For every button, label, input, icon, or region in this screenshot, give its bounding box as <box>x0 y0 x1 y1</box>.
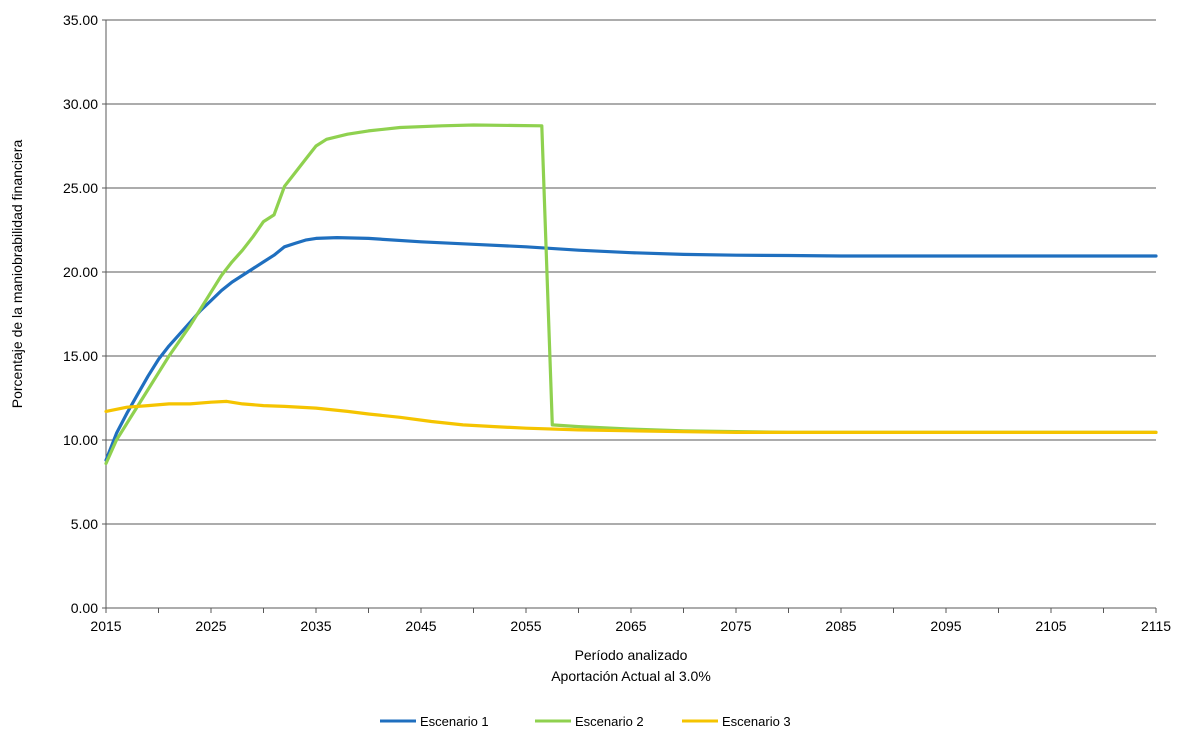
legend-label-escenario-2: Escenario 2 <box>575 714 644 729</box>
x-axis-subtitle: Aportación Actual al 3.0% <box>551 668 711 684</box>
legend-label-escenario-3: Escenario 3 <box>722 714 791 729</box>
x-tick-label-3: 2045 <box>405 618 436 634</box>
y-tick-label-3: 15.00 <box>63 348 98 364</box>
x-tick-label-5: 2065 <box>615 618 646 634</box>
legend: Escenario 1 Escenario 2 Escenario 3 <box>380 714 791 729</box>
label-layer: 0.00 5.00 10.00 15.00 20.00 25.00 30.00 35.00 20… <box>63 12 1171 634</box>
x-tick-label-6: 2075 <box>720 618 751 634</box>
y-tick-label-0: 0.00 <box>71 600 98 616</box>
x-tick-label-0: 2015 <box>90 618 121 634</box>
x-tick-label-1: 2025 <box>195 618 226 634</box>
legend-label-escenario-1: Escenario 1 <box>420 714 489 729</box>
series-line-escenario-1 <box>104 236 1158 462</box>
y-tick-label-1: 5.00 <box>71 516 98 532</box>
series-line-escenario-2 <box>104 123 1158 466</box>
grid-layer <box>106 19 1156 525</box>
axis-layer <box>102 19 1157 613</box>
x-tick-label-10: 2115 <box>1141 618 1171 634</box>
y-tick-label-2: 10.00 <box>63 432 98 448</box>
series-layer <box>104 123 1158 466</box>
y-tick-label-7: 35.00 <box>63 12 98 28</box>
x-tick-label-7: 2085 <box>825 618 856 634</box>
x-axis-title: Período analizado <box>575 647 688 663</box>
y-axis-title: Porcentaje de la maniobrabilidad financi… <box>9 140 25 409</box>
y-tick-label-5: 25.00 <box>63 180 98 196</box>
x-tick-label-8: 2095 <box>930 618 961 634</box>
x-tick-label-4: 2055 <box>510 618 541 634</box>
y-tick-label-6: 30.00 <box>63 96 98 112</box>
x-tick-label-2: 2035 <box>300 618 331 634</box>
series-line-escenario-3 <box>104 399 1158 434</box>
x-tick-label-9: 2105 <box>1035 618 1066 634</box>
y-tick-label-4: 20.00 <box>63 264 98 280</box>
